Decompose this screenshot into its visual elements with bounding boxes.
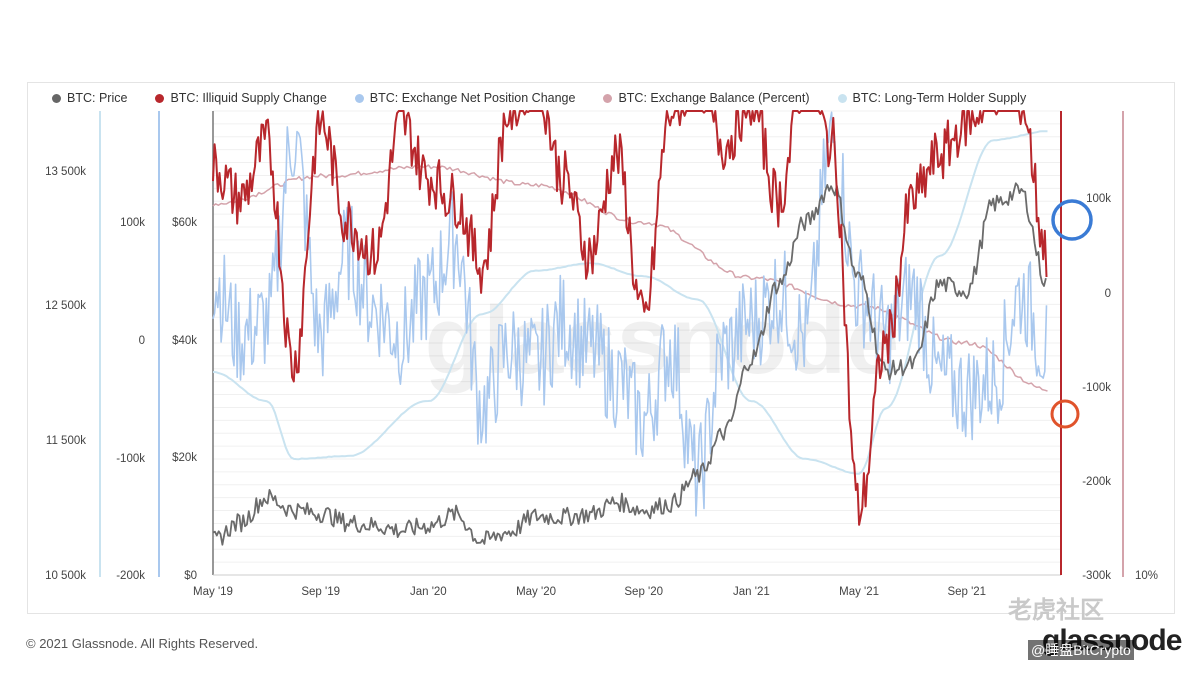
y-tick-label-netpos: -100k xyxy=(116,453,145,465)
legend-label: BTC: Illiquid Supply Change xyxy=(170,91,327,105)
y-tick-label-lth: 10 500k xyxy=(45,570,86,582)
legend-dot xyxy=(837,93,847,103)
x-tick-label: Sep '20 xyxy=(624,586,663,598)
y-tick-label-netpos: 100k xyxy=(120,217,145,229)
y-tick-label-illiquid: 0 xyxy=(1105,288,1111,300)
x-tick-label: Jan '20 xyxy=(410,586,447,598)
legend-dot xyxy=(52,93,61,103)
y-tick-label-netpos: -200k xyxy=(116,570,145,582)
annotation-circle-orange xyxy=(1050,399,1080,429)
y-tick-label-lth: 12 500k xyxy=(45,300,86,312)
y-tick-label-price: $0 xyxy=(184,570,197,582)
chart-legend: BTC: Price BTC: Illiquid Supply Change BTC… xyxy=(52,91,1054,105)
chart-frame: May '19 Sep '19 Jan '20 May '20 Sep '20 Jan '… xyxy=(27,82,1175,614)
y-tick-label-netpos: 0 xyxy=(139,335,145,347)
y-tick-label-illiquid: -100k xyxy=(1082,382,1111,394)
legend-dot xyxy=(603,93,613,103)
legend-dot xyxy=(155,93,165,103)
x-tick-label: May '21 xyxy=(839,586,879,598)
legend-item[interactable]: BTC: Illiquid Supply Change xyxy=(155,91,327,105)
copyright-text: © 2021 Glassnode. All Rights Reserved. xyxy=(26,636,259,651)
y-tick-label-illiquid: -300k xyxy=(1082,570,1111,582)
x-tick-label: May '20 xyxy=(516,586,556,598)
social-handle: @睡盘BitCrypto xyxy=(1028,640,1134,660)
y-tick-label-price: $40k xyxy=(172,335,197,347)
x-tick-label: Jan '21 xyxy=(733,586,770,598)
x-tick-label: Sep '21 xyxy=(947,586,986,598)
legend-label: BTC: Long-Term Holder Supply xyxy=(852,91,1027,105)
y-tick-label-lth: 13 500k xyxy=(45,166,86,178)
legend-item[interactable]: BTC: Price xyxy=(52,91,127,105)
chart-svg: May '19 Sep '19 Jan '20 May '20 Sep '20 Jan '… xyxy=(45,110,1158,598)
x-tick-label: May '19 xyxy=(193,586,233,598)
y-tick-label-lth: 11 500k xyxy=(46,435,86,447)
y-tick-label-price: $60k xyxy=(172,217,197,229)
legend-label: BTC: Price xyxy=(67,91,128,105)
series-line xyxy=(212,111,1048,517)
legend-dot xyxy=(354,93,364,103)
social-watermark: 老虎社区 xyxy=(1008,597,1104,624)
y-tick-label-balance: 10% xyxy=(1135,570,1158,582)
series-line xyxy=(212,110,1048,526)
x-tick-label: Sep '19 xyxy=(301,586,340,598)
glassnode-watermark: glassnode xyxy=(425,287,900,394)
legend-label: BTC: Exchange Balance (Percent) xyxy=(618,91,810,105)
y-tick-label-illiquid: 100k xyxy=(1086,193,1111,205)
annotation-circle-blue xyxy=(1051,199,1093,241)
series-line xyxy=(212,130,1048,475)
legend-item[interactable]: BTC: Long-Term Holder Supply xyxy=(837,91,1027,105)
y-tick-label-price: $20k xyxy=(172,452,197,464)
legend-item[interactable]: BTC: Exchange Net Position Change xyxy=(354,91,576,105)
legend-item[interactable]: BTC: Exchange Balance (Percent) xyxy=(603,91,810,105)
y-tick-label-illiquid: -200k xyxy=(1082,476,1111,488)
legend-label: BTC: Exchange Net Position Change xyxy=(369,91,576,105)
series-line xyxy=(212,182,1047,546)
